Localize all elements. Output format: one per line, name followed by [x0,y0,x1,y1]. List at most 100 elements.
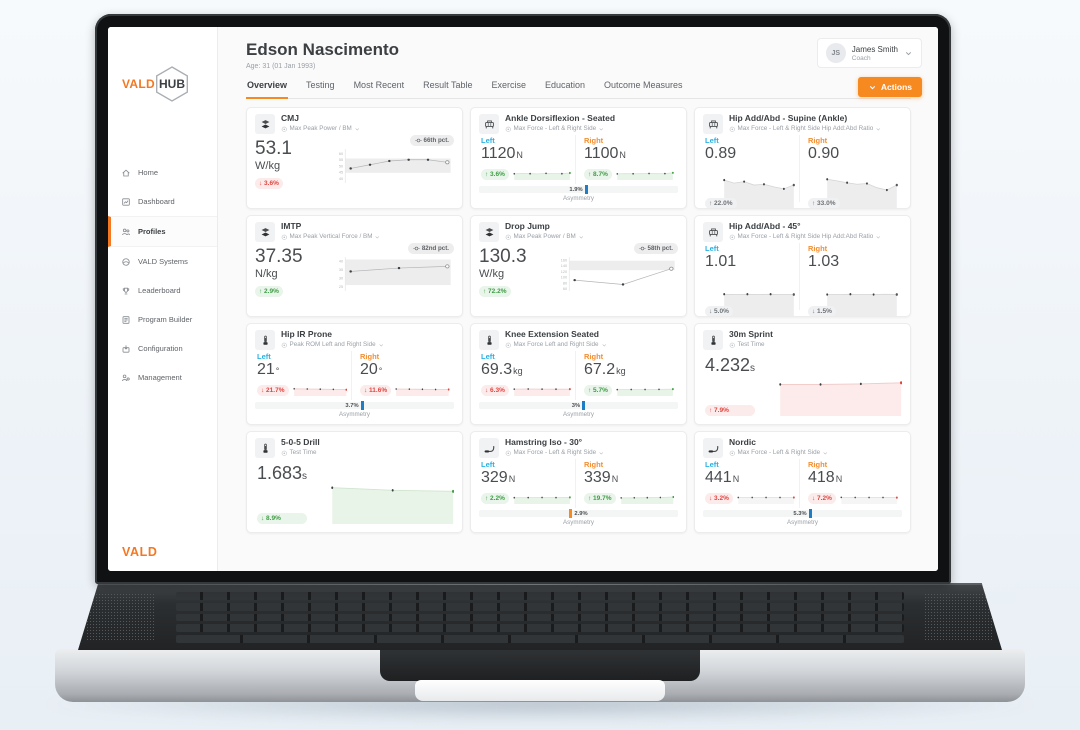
metric-selector[interactable]: Max Force - Left & Right Side Hip Add:Ab… [729,233,882,240]
card-title: Knee Extension Seated [505,329,600,339]
laptop-hinge [78,583,1002,585]
sparkline-chart [395,388,450,397]
chevron-down-icon [355,127,359,130]
right-metric: Right 67.2kg ↑ 5.7% [575,351,678,400]
left-metric: Left 1.01 ↓ 5.0% [703,243,799,316]
left-metric: Left 1120N ↑ 3.6% [479,135,575,184]
svg-text:45: 45 [339,171,343,175]
change-badge: ↓ 8.9% [257,513,308,524]
asymmetry-value: 1.9% [569,186,583,193]
sidebar-item-label: Home [138,168,159,177]
side-label: Left [705,136,719,145]
change-badge: ↑ 19.7% [584,493,616,505]
metric-unit: kg [513,366,523,376]
sidebar-item-configuration[interactable]: Configuration [108,334,217,363]
user-menu[interactable]: JS James Smith Coach [816,38,922,68]
metric-selector[interactable]: Max Force - Left & Right Side [729,449,829,456]
side-label: Left [257,352,271,361]
change-badge: ↓ 5.0% [705,306,733,316]
metric-selector[interactable]: Max Force - Left & Right Side [505,449,605,456]
tab-most-recent[interactable]: Most Recent [353,80,405,90]
target-icon [505,126,511,132]
metric-block: 4.232s ↑ 7.9% [703,352,756,418]
asymmetry-value: 5.3% [793,510,807,517]
target-icon [505,234,511,240]
sidebar-item-dashboard[interactable]: Dashboard [108,187,217,216]
keyboard-row-spacebar [176,635,904,643]
vald-footer-logo: VALD [122,545,158,559]
metric-selector[interactable]: Max Peak Power / BM [281,125,360,132]
metric-selector: Test Time [281,449,320,456]
sparkline-chart [616,388,674,397]
card-hip-add-abd-supine-ankle: Hip Add/Abd - Supine (Ankle) Max Force -… [694,107,911,209]
card-head-text: 5-0-5 Drill Test Time [281,437,320,456]
metric-selector[interactable]: Max Peak Power / BM [505,233,584,240]
change-badge: ↑ 33.0% [808,198,840,208]
sidebar-item-home[interactable]: Home [108,158,217,187]
chevron-down-icon [905,51,912,55]
tab-testing[interactable]: Testing [306,80,335,90]
home-icon [122,169,130,176]
app-window: VALD HUB Home Dashboard Profiles VALD Syste… [108,27,938,571]
asymmetry-bar [808,509,812,518]
asymmetry-bar [569,509,573,518]
metric-selector[interactable]: Max Force - Left & Right Side [505,125,615,132]
dynamo-icon [479,330,499,350]
asymmetry-track: 2.9% [479,509,678,518]
tab-exercise[interactable]: Exercise [491,80,526,90]
sidebar-item-program-builder[interactable]: Program Builder [108,305,217,334]
metric-selector[interactable]: Peak ROM Left and Right Side [281,341,384,348]
card-hamstring-iso-30: Hamstring Iso - 30° Max Force - Left & R… [470,431,687,533]
sidebar-item-profiles[interactable]: Profiles [108,216,217,247]
svg-text:50: 50 [339,164,343,168]
metric-selector-label: Max Force - Left & Right Side [513,449,597,457]
tab-education[interactable]: Education [544,80,586,90]
metric-unit: kg [616,366,626,376]
chevron-down-icon [823,451,828,454]
program-builder-icon [122,315,130,324]
sidebar-item-label: Configuration [138,344,183,353]
card-title: 30m Sprint [729,329,773,339]
laptop-speaker-left [86,593,156,642]
tab-result-table[interactable]: Result Table [423,80,473,90]
svg-text:30: 30 [339,277,343,281]
asymmetry-track: 3.7% [255,401,454,410]
target-icon [281,342,287,348]
sidebar-item-management[interactable]: Management [108,363,217,392]
metric-selector[interactable]: Max Force Left and Right Side [505,341,607,348]
asymmetry-meter: 3.7% Asymmetry [255,400,454,418]
tab-outcome-measures[interactable]: Outcome Measures [604,80,683,90]
card-hip-add-abd-45: Hip Add/Abd - 45° Max Force - Left & Rig… [694,215,911,317]
side-label: Left [481,460,495,469]
svg-text:160: 160 [561,259,567,263]
asymmetry-label: Asymmetry [563,195,594,202]
metric-value: 441N [705,469,740,486]
change-badge: ↓ 11.6% [360,385,392,397]
actions-button[interactable]: Actions [857,77,922,97]
sidebar-item-label: Management [138,373,182,382]
tab-overview[interactable]: Overview [246,80,289,99]
metric-selector[interactable]: Max Force - Left & Right Side Hip Add:Ab… [729,125,882,132]
metric-value: 1.683s [257,463,308,483]
metric-selector[interactable]: Max Peak Vertical Force / BM [281,233,381,240]
sparkline-chart [826,178,898,208]
metric-selector-label: Max Force - Left & Right Side Hip Add:Ab… [737,233,874,241]
asymmetry-bar [582,401,586,410]
side-label: Right [808,244,828,253]
svg-text:35: 35 [339,268,343,272]
trend-chart: 40 35 30 25 [339,257,451,291]
change-badge: ↑ 7.9% [705,405,756,416]
sidebar-item-leaderboard[interactable]: Leaderboard [108,276,217,305]
logo-vald-text: VALD [122,77,155,91]
trend-chart: 60 55 50 45 40 [339,149,451,183]
card-title: Drop Jump [505,221,550,231]
card-head-text: Nordic Max Force - Left & Right Side [729,437,829,456]
metric-value: 21° [257,361,280,378]
sparkline-chart [513,172,571,181]
card-title: 5-0-5 Drill [281,437,320,447]
sparkline-chart [616,172,674,181]
change-badge: ↓ 3.2% [705,493,733,505]
logo-hub-hexagon: HUB [155,65,189,103]
sidebar-item-vald-systems[interactable]: VALD Systems [108,247,217,276]
keyboard-row [176,592,904,600]
